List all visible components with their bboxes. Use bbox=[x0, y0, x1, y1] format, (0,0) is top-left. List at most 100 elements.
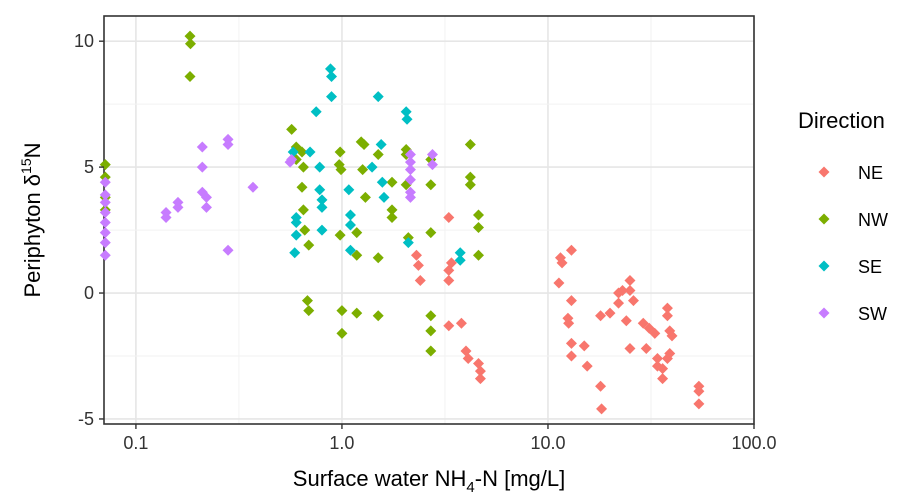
data-point-ne bbox=[595, 310, 607, 322]
data-point-ne bbox=[412, 259, 424, 271]
y-axis-title-superscript: 15 bbox=[18, 158, 34, 174]
data-point-ne bbox=[620, 315, 632, 327]
data-point-se bbox=[290, 229, 302, 241]
data-point-nw bbox=[286, 123, 298, 135]
data-point-nw bbox=[184, 70, 196, 82]
data-point-sw bbox=[99, 176, 111, 188]
data-point-nw bbox=[472, 209, 484, 221]
legend-key-sw bbox=[818, 307, 830, 319]
data-point-nw bbox=[425, 227, 437, 239]
y-tick-label: -5 bbox=[78, 409, 94, 429]
data-point-sw bbox=[247, 181, 259, 193]
x-tick-label: 100.0 bbox=[731, 433, 776, 453]
data-point-nw bbox=[464, 179, 476, 191]
data-point-ne bbox=[624, 285, 636, 297]
data-point-se bbox=[366, 161, 378, 173]
data-point-ne bbox=[581, 360, 593, 372]
data-point-nw bbox=[372, 149, 384, 161]
data-point-nw bbox=[334, 146, 346, 158]
data-point-sw bbox=[404, 164, 416, 176]
legend: Direction NE NW SE SW bbox=[798, 108, 888, 324]
x-axis-title: Surface water NH4-N [mg/L] bbox=[293, 466, 565, 496]
data-point-nw bbox=[472, 222, 484, 234]
data-point-se bbox=[454, 254, 466, 266]
data-point-ne bbox=[462, 353, 474, 365]
data-point-ne bbox=[640, 342, 652, 354]
data-point-ne bbox=[595, 380, 607, 392]
data-point-ne bbox=[666, 330, 678, 342]
data-point-se bbox=[376, 176, 388, 188]
data-point-nw bbox=[334, 229, 346, 241]
data-point-ne bbox=[443, 264, 455, 276]
data-point-sw bbox=[99, 249, 111, 261]
data-point-ne bbox=[627, 295, 639, 307]
data-point-nw bbox=[386, 211, 398, 223]
x-tick-label: 10.0 bbox=[530, 433, 565, 453]
data-point-sw bbox=[426, 149, 438, 161]
data-point-nw bbox=[358, 138, 370, 150]
data-point-ne bbox=[553, 277, 565, 289]
x-tick-label: 0.1 bbox=[123, 433, 148, 453]
data-point-ne bbox=[637, 317, 649, 329]
data-point-ne bbox=[565, 244, 577, 256]
data-point-ne bbox=[474, 373, 486, 385]
data-point-ne bbox=[596, 403, 608, 415]
data-point-se bbox=[325, 63, 337, 75]
data-point-sw bbox=[99, 189, 111, 201]
data-point-ne bbox=[565, 350, 577, 362]
data-point-sw bbox=[404, 191, 416, 203]
data-point-ne bbox=[410, 249, 422, 261]
data-point-ne bbox=[693, 398, 705, 410]
data-point-sw bbox=[200, 191, 212, 203]
data-point-se bbox=[314, 184, 326, 196]
data-point-se bbox=[343, 184, 355, 196]
y-axis-title: Periphyton δ15N bbox=[18, 142, 45, 297]
data-point-ne bbox=[443, 211, 455, 223]
data-point-nw bbox=[425, 345, 437, 357]
y-tick-label: 10 bbox=[74, 31, 94, 51]
data-point-ne bbox=[443, 320, 455, 332]
data-point-se bbox=[290, 217, 302, 229]
data-point-ne bbox=[651, 353, 663, 365]
data-point-se bbox=[402, 237, 414, 249]
data-point-ne bbox=[649, 327, 661, 339]
data-point-ne bbox=[565, 337, 577, 349]
data-point-sw bbox=[196, 161, 208, 173]
data-point-nw bbox=[336, 327, 348, 339]
legend-label-sw: SW bbox=[858, 304, 887, 324]
data-point-ne bbox=[556, 257, 568, 269]
data-point-ne bbox=[474, 365, 486, 377]
data-point-se bbox=[310, 106, 322, 118]
data-point-se bbox=[344, 219, 356, 231]
data-point-ne bbox=[657, 363, 669, 375]
data-point-nw bbox=[303, 305, 315, 317]
data-point-ne bbox=[414, 274, 426, 286]
data-point-nw bbox=[297, 161, 309, 173]
data-point-nw bbox=[386, 176, 398, 188]
data-point-sw bbox=[99, 217, 111, 229]
data-point-sw bbox=[200, 201, 212, 213]
data-point-sw bbox=[99, 227, 111, 239]
data-point-se bbox=[344, 244, 356, 256]
legend-title: Direction bbox=[798, 108, 885, 133]
data-point-nw bbox=[184, 30, 196, 42]
data-point-ne bbox=[661, 310, 673, 322]
data-point-nw bbox=[357, 164, 369, 176]
data-point-sw bbox=[286, 154, 298, 166]
data-point-nw bbox=[351, 249, 363, 261]
data-points bbox=[99, 30, 705, 415]
data-point-nw bbox=[296, 181, 308, 193]
data-point-nw bbox=[184, 38, 196, 50]
legend-label-ne: NE bbox=[858, 163, 883, 183]
data-point-sw bbox=[222, 138, 234, 150]
data-point-nw bbox=[386, 204, 398, 216]
x-axis-title-subscript: 4 bbox=[466, 479, 474, 496]
data-point-sw bbox=[196, 141, 208, 153]
data-point-sw bbox=[404, 156, 416, 168]
data-point-nw bbox=[296, 146, 308, 158]
data-point-nw bbox=[464, 171, 476, 183]
data-point-ne bbox=[616, 285, 628, 297]
data-point-sw bbox=[99, 206, 111, 218]
data-point-sw bbox=[99, 237, 111, 249]
data-point-nw bbox=[425, 179, 437, 191]
